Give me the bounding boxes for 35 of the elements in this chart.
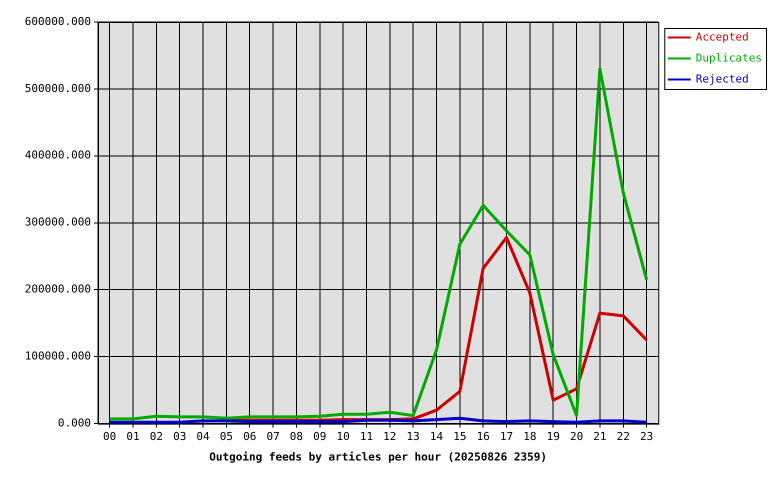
x-tick-label: 09: [313, 430, 326, 444]
y-tick-label: 600000.000: [24, 14, 91, 28]
x-tick-label: 18: [523, 430, 537, 444]
x-tick-label: 12: [383, 430, 396, 444]
x-tick-label: 03: [173, 430, 186, 444]
x-tick-label: 14: [430, 430, 444, 444]
x-tick-label: 01: [126, 430, 140, 444]
x-tick-label: 10: [336, 430, 350, 444]
y-tick-label: 500000.000: [24, 82, 91, 95]
x-tick-label: 15: [453, 430, 466, 444]
x-tick-label: 06: [243, 430, 256, 444]
x-tick-label: 19: [546, 430, 560, 444]
x-tick-label: 16: [476, 430, 490, 444]
x-tick-label: 07: [266, 430, 280, 444]
y-tick-label: 200000.000: [24, 282, 91, 296]
x-tick-label: 20: [570, 430, 584, 444]
x-tick-label: 02: [150, 430, 163, 444]
x-tick-label: 22: [616, 430, 630, 444]
x-tick-label: 13: [406, 430, 420, 444]
y-tick-label: 400000.000: [24, 148, 91, 162]
x-axis-title: Outgoing feeds by articles per hour (20250826 2359): [209, 450, 548, 464]
x-tick-label: 04: [196, 430, 210, 444]
x-tick-label: 21: [593, 430, 607, 444]
x-tick-label: 23: [640, 430, 654, 444]
y-tick-label: 100000.000: [24, 350, 91, 363]
x-tick-label: 17: [500, 430, 514, 444]
legend-label: Duplicates: [696, 51, 762, 64]
y-tick-label: 0.000: [58, 416, 91, 430]
legend-label: Rejected: [696, 72, 749, 86]
x-tick-label: 05: [220, 430, 234, 444]
legend-label: Accepted: [696, 30, 749, 44]
x-tick-label: 08: [290, 430, 304, 444]
y-tick-label: 300000.000: [24, 216, 91, 229]
x-tick-label: 00: [103, 430, 116, 444]
x-tick-label: 11: [360, 430, 374, 444]
